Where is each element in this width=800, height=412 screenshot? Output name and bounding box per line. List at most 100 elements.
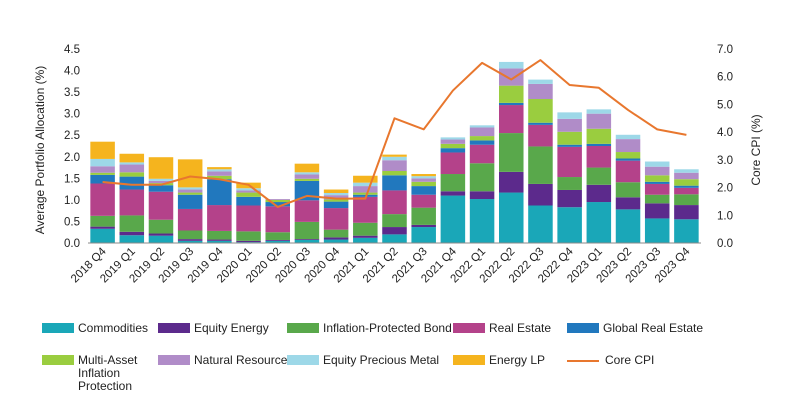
y-tick-label: 1.5 bbox=[64, 173, 80, 185]
y-tick-label: 2.5 bbox=[64, 130, 80, 142]
bar-segment-3-15 bbox=[528, 124, 553, 147]
legend-label: Global Real Estate bbox=[603, 321, 704, 335]
bar-segment-4-10 bbox=[382, 175, 407, 191]
bar-segment-5-18 bbox=[615, 152, 641, 159]
legend-swatch bbox=[158, 355, 190, 365]
bar-segment-3-2 bbox=[148, 191, 174, 220]
legend-swatch bbox=[158, 323, 190, 333]
y2-tick-label: 0.0 bbox=[717, 238, 733, 250]
bar-segment-0-1 bbox=[119, 235, 145, 243]
bar-segment-7-5 bbox=[236, 188, 261, 191]
bar-segment-5-20 bbox=[674, 179, 699, 186]
bar-segment-2-6 bbox=[265, 232, 290, 240]
bar-segment-7-2 bbox=[148, 178, 174, 181]
bar-segment-6-16 bbox=[557, 118, 582, 132]
y2-tick-label: 4.0 bbox=[717, 127, 733, 139]
bar-segment-4-20 bbox=[674, 185, 699, 188]
bar-segment-8-10 bbox=[382, 154, 407, 157]
bar-segment-7-9 bbox=[353, 182, 378, 187]
bar-segment-0-11 bbox=[411, 227, 436, 243]
bar-segment-0-6 bbox=[265, 240, 290, 243]
bar-segment-2-14 bbox=[499, 133, 524, 172]
bar-segment-1-11 bbox=[411, 224, 436, 228]
bar-segment-5-6 bbox=[265, 199, 290, 203]
y2-tick-label: 3.0 bbox=[717, 155, 733, 167]
y2-axis-label: Core CPI (%) bbox=[749, 114, 763, 185]
bar-segment-1-0 bbox=[90, 226, 115, 229]
bar-segment-2-19 bbox=[644, 194, 670, 204]
bar-segment-7-7 bbox=[294, 172, 320, 175]
legend-swatch bbox=[42, 355, 74, 365]
bar-segment-3-6 bbox=[265, 206, 290, 233]
bar-segment-1-18 bbox=[615, 197, 641, 210]
bar-segment-0-18 bbox=[615, 209, 641, 243]
bar-segment-1-1 bbox=[119, 231, 145, 236]
bar-segment-5-3 bbox=[177, 192, 203, 195]
bar-segment-6-17 bbox=[586, 113, 612, 129]
bar-segment-1-15 bbox=[528, 183, 553, 206]
bar-segment-6-7 bbox=[294, 174, 320, 179]
bar-segment-4-16 bbox=[557, 144, 582, 147]
y2-axis-ticks: 0.0 1.0 2.0 3.0 4.0 5.0 6.0 7.0 bbox=[717, 44, 733, 250]
legend-item: Core CPI bbox=[567, 354, 654, 367]
bar-segment-1-4 bbox=[207, 239, 232, 241]
bar-segment-5-15 bbox=[528, 99, 553, 123]
legend-swatch bbox=[42, 323, 74, 333]
bar-segment-2-2 bbox=[148, 219, 174, 234]
bar-segment-2-5 bbox=[236, 231, 261, 241]
bar-segment-6-15 bbox=[528, 83, 553, 100]
y-tick-label: 4.0 bbox=[64, 66, 80, 78]
legend-label: Core CPI bbox=[605, 353, 655, 367]
bar-segment-6-4 bbox=[207, 171, 232, 176]
bar-segment-7-8 bbox=[323, 192, 349, 196]
bar-segment-5-4 bbox=[207, 175, 232, 180]
bar-segment-0-3 bbox=[177, 240, 203, 243]
bar-segment-1-19 bbox=[644, 203, 670, 219]
legend-swatch bbox=[567, 323, 599, 333]
bar-segment-5-11 bbox=[411, 181, 436, 187]
bar-segment-8-9 bbox=[353, 175, 378, 183]
bar-segment-5-10 bbox=[382, 171, 407, 176]
bar-segment-1-3 bbox=[177, 239, 203, 241]
bar-segment-6-11 bbox=[411, 178, 436, 182]
legend-item: Commodities bbox=[42, 322, 148, 335]
legend-label: Equity Precious Metal bbox=[323, 353, 440, 367]
bar-segment-0-4 bbox=[207, 240, 232, 243]
bar-segment-4-3 bbox=[177, 194, 203, 209]
bar-segment-2-3 bbox=[177, 230, 203, 240]
bar-segment-0-19 bbox=[644, 218, 670, 243]
bars-layer bbox=[90, 61, 699, 243]
legend-label: Commodities bbox=[78, 321, 149, 335]
bar-segment-7-15 bbox=[528, 79, 553, 84]
y-tick-label: 3.0 bbox=[64, 109, 80, 121]
y2-tick-label: 2.0 bbox=[717, 183, 733, 195]
bar-segment-0-9 bbox=[353, 237, 378, 243]
bar-segment-6-14 bbox=[499, 68, 524, 86]
bar-segment-4-17 bbox=[586, 143, 612, 146]
bar-segment-7-11 bbox=[411, 176, 436, 179]
bar-segment-6-19 bbox=[644, 166, 670, 176]
bar-segment-7-0 bbox=[90, 158, 115, 167]
bar-segment-1-7 bbox=[294, 239, 320, 240]
bar-segment-4-19 bbox=[644, 181, 670, 184]
bar-segment-3-10 bbox=[382, 190, 407, 215]
bar-segment-1-17 bbox=[586, 184, 612, 203]
legend-swatch bbox=[287, 323, 319, 333]
bar-segment-4-4 bbox=[207, 179, 232, 206]
legend-label: Multi-Asset Inflation Protection bbox=[78, 353, 138, 393]
bar-segment-5-1 bbox=[119, 172, 145, 177]
bar-segment-7-20 bbox=[674, 169, 699, 173]
bar-segment-2-4 bbox=[207, 230, 232, 240]
y-tick-label: 0.0 bbox=[64, 238, 80, 250]
bar-segment-2-1 bbox=[119, 215, 145, 232]
bar-segment-2-7 bbox=[294, 221, 320, 240]
bar-segment-6-2 bbox=[148, 180, 174, 184]
bar-segment-6-3 bbox=[177, 189, 203, 193]
bar-segment-3-8 bbox=[323, 208, 349, 230]
bar-segment-8-11 bbox=[411, 174, 436, 177]
bar-segment-1-9 bbox=[353, 235, 378, 238]
bar-segment-3-14 bbox=[499, 105, 524, 134]
bar-segment-2-10 bbox=[382, 214, 407, 228]
bar-segment-8-7 bbox=[294, 163, 320, 173]
